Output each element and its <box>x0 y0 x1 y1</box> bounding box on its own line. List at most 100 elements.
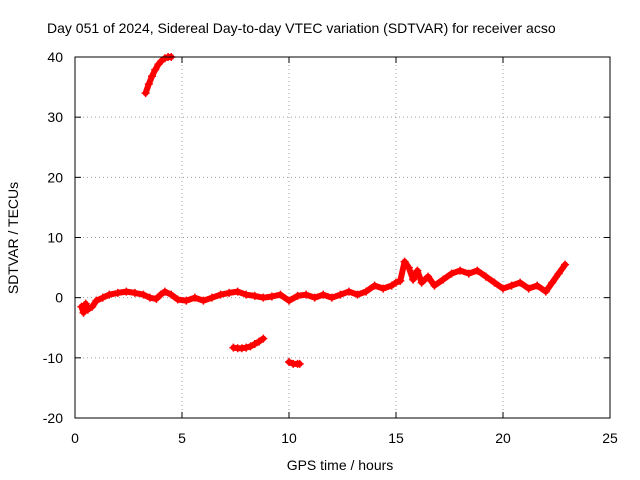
data-point <box>548 278 557 287</box>
data-point <box>310 293 319 302</box>
data-point <box>464 269 473 278</box>
data-point <box>499 284 507 293</box>
data-point <box>413 266 422 275</box>
series-segment-neg8 <box>229 334 268 353</box>
data-point <box>139 290 148 299</box>
data-point <box>404 263 413 272</box>
data-point <box>490 278 499 287</box>
data-point <box>533 281 542 290</box>
data-point <box>400 257 409 266</box>
data-point <box>554 269 563 278</box>
grid-lines <box>75 57 610 418</box>
data-point <box>113 288 122 297</box>
y-tick-label: -20 <box>43 410 63 426</box>
y-tick-label: -10 <box>43 350 63 366</box>
axis-ticks <box>74 56 611 419</box>
data-point <box>242 343 251 352</box>
data-point <box>319 290 328 299</box>
data-point <box>79 308 88 317</box>
data-point <box>285 358 293 367</box>
data-point <box>216 290 225 299</box>
data-point <box>246 342 255 351</box>
series-main-trace <box>77 257 570 317</box>
data-point <box>225 288 234 297</box>
data-point <box>524 284 533 293</box>
data-point <box>516 278 525 287</box>
data-point <box>144 80 153 89</box>
series-line <box>78 258 569 316</box>
data-point <box>156 290 165 299</box>
data-point <box>250 291 259 300</box>
data-point <box>105 290 114 299</box>
data-point <box>145 293 154 302</box>
data-point <box>88 302 97 311</box>
data-point <box>160 287 169 296</box>
data-point <box>259 334 268 343</box>
data-point <box>409 275 418 284</box>
data-point <box>387 281 396 290</box>
data-point <box>424 272 433 281</box>
data-point <box>276 290 285 299</box>
y-tick-label: 30 <box>47 109 63 125</box>
data-point <box>541 287 550 296</box>
data-point <box>148 72 157 81</box>
data-point <box>430 281 439 290</box>
data-point <box>379 284 388 293</box>
y-tick-label: 0 <box>55 290 63 306</box>
data-point <box>302 290 311 299</box>
x-tick-label: 25 <box>602 430 618 446</box>
x-axis-title: GPS time / hours <box>287 457 394 473</box>
data-point <box>327 293 336 302</box>
data-point <box>122 287 131 296</box>
data-point <box>255 337 264 346</box>
data-point <box>507 281 516 290</box>
data-point <box>130 288 139 297</box>
data-point <box>561 260 570 269</box>
data-point <box>81 299 90 308</box>
x-tick-label: 15 <box>388 430 404 446</box>
y-tick-label: 20 <box>47 169 63 185</box>
data-point <box>250 339 259 348</box>
data-point <box>92 296 101 305</box>
data-point <box>362 287 371 296</box>
y-tick-labels: -20 -10 0 10 20 30 40 <box>43 49 63 426</box>
x-tick-labels: 0 5 10 15 20 25 <box>71 430 618 446</box>
data-point <box>392 278 400 287</box>
x-tick-label: 10 <box>281 430 297 446</box>
chart-title: Day 051 of 2024, Sidereal Day-to-day VTE… <box>47 20 556 36</box>
data-point <box>473 266 482 275</box>
data-point <box>267 292 276 301</box>
data-point <box>259 293 268 302</box>
data-point <box>336 290 345 299</box>
data-point <box>456 266 465 275</box>
data-point <box>353 290 362 299</box>
data-point <box>83 305 92 314</box>
data-point <box>199 296 208 305</box>
series-segment-neg11 <box>285 358 304 368</box>
data-point <box>439 275 448 284</box>
data-point <box>417 278 426 287</box>
y-tick-label: 10 <box>47 230 63 246</box>
data-point <box>370 281 379 290</box>
data-point <box>182 296 191 305</box>
x-tick-label: 20 <box>495 430 511 446</box>
data-point <box>396 276 405 285</box>
y-axis-title: SDTVAR / TECUs <box>5 182 21 294</box>
data-point <box>481 272 490 281</box>
data-point <box>447 269 456 278</box>
data-point <box>98 293 107 302</box>
data-point <box>173 295 182 304</box>
series-upper-arc <box>141 53 176 98</box>
data-point <box>190 293 199 302</box>
data-point <box>77 302 86 311</box>
data-series <box>77 53 570 368</box>
data-point <box>293 291 302 300</box>
data-point <box>233 287 242 296</box>
data-point <box>207 293 216 302</box>
data-point <box>242 290 251 299</box>
data-point <box>344 287 353 296</box>
data-point <box>151 65 160 74</box>
x-tick-label: 0 <box>71 430 79 446</box>
x-tick-label: 5 <box>178 430 186 446</box>
